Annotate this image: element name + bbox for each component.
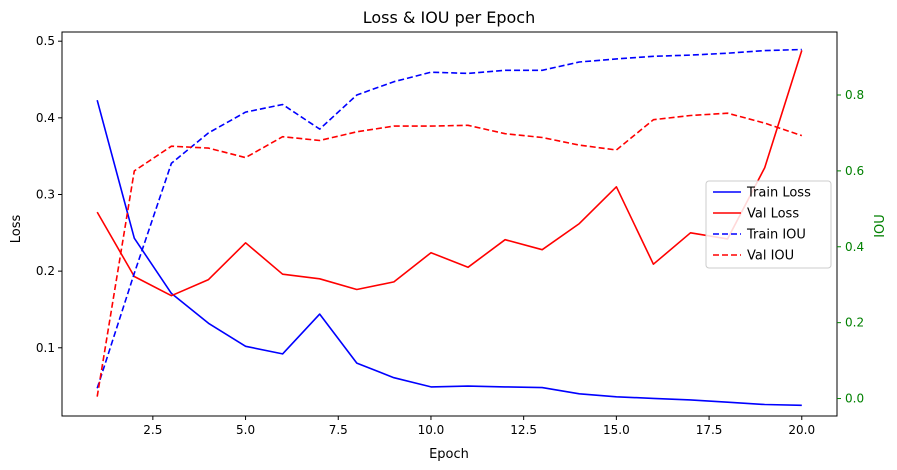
y-tick-label: 0.1 — [36, 341, 55, 355]
x-tick-label: 5.0 — [236, 423, 255, 437]
plot-area — [96, 48, 803, 407]
y-tick-label: 0.5 — [36, 34, 55, 48]
x-tick-label: 2.5 — [143, 423, 162, 437]
axes-frame — [61, 31, 838, 417]
y-tick-label: 0.2 — [36, 264, 55, 278]
series-line-val-iou — [96, 112, 803, 397]
x-tick-label: 17.5 — [696, 423, 723, 437]
legend-label-train-iou: Train IOU — [746, 228, 806, 243]
series-line-train-loss — [96, 99, 802, 407]
legend-label-val-loss: Val Loss — [747, 207, 799, 222]
x-tick-label: 12.5 — [510, 423, 537, 437]
x-axis-label: Epoch — [429, 447, 469, 462]
x-tick-label: 7.5 — [329, 423, 348, 437]
x-tick-label: 20.0 — [788, 423, 815, 437]
y2-tick-label: 0.4 — [845, 240, 864, 254]
x-axis-ticks: 2.5 5.0 7.5 10.0 12.5 15.0 17.5 20.0 — [143, 416, 815, 437]
x-tick-label: 10.0 — [418, 423, 445, 437]
legend: Train Loss Val Loss Train IOU Val IOU — [705, 180, 832, 269]
series-line-val-loss — [96, 50, 803, 297]
y-axis-ticks: 0.1 0.2 0.3 0.4 0.5 — [36, 34, 62, 355]
y2-tick-label: 0.6 — [845, 164, 864, 178]
legend-label-train-loss: Train Loss — [746, 186, 811, 201]
y-axis-label: Loss — [9, 215, 24, 244]
y2-axis-ticks: 0.0 0.2 0.4 0.6 0.8 — [837, 88, 864, 406]
y2-tick-label: 0.8 — [845, 88, 864, 102]
y2-tick-label: 0.2 — [845, 316, 864, 330]
y2-axis-label: IOU — [873, 214, 888, 238]
y-tick-label: 0.4 — [36, 111, 55, 125]
chart-title: Loss & IOU per Epoch — [363, 8, 536, 27]
series-line-train-iou — [96, 48, 802, 389]
legend-label-val-iou: Val IOU — [747, 249, 794, 264]
legend-box — [705, 180, 832, 269]
x-tick-label: 15.0 — [603, 423, 630, 437]
y2-tick-label: 0.0 — [845, 392, 864, 406]
y-tick-label: 0.3 — [36, 187, 55, 201]
